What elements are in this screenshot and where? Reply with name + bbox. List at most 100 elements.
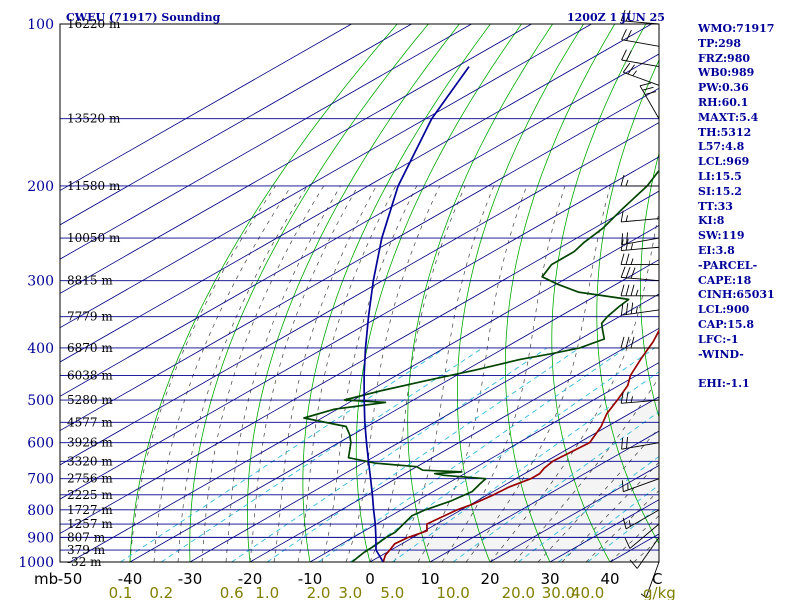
- wind-barb-feather: [621, 29, 627, 40]
- height-label: 6038 m: [67, 368, 113, 382]
- wind-barb-feather: [625, 253, 630, 265]
- wind-barb-feather: [630, 302, 634, 314]
- height-label: 379 m: [67, 543, 106, 557]
- moist-adiabat-line: [345, 185, 441, 562]
- index-item: WMO:71917: [698, 22, 775, 35]
- index-item: TT:33: [698, 199, 733, 213]
- wind-barb-feather: [627, 64, 635, 75]
- isotherm-line: [189, 293, 659, 562]
- index-item: SI:15.2: [698, 184, 742, 198]
- pressure-tick-labels: 100 200 300 400 500 600 700 800 900 1000: [18, 17, 54, 571]
- wind-barb: [620, 266, 660, 282]
- wind-barb-feather: [626, 232, 628, 244]
- wind-barb-half-feather: [625, 215, 629, 222]
- wind-barb-staff: [621, 442, 660, 450]
- wind-barb: [621, 29, 660, 47]
- temperature-tick-label: -30: [178, 570, 203, 588]
- wind-barb-feather: [620, 9, 626, 21]
- temperature-tick-label: 10: [420, 570, 439, 588]
- height-label: 7779 m: [67, 310, 113, 324]
- isotherm-line: [60, 24, 412, 226]
- index-item: -WIND-: [698, 347, 744, 361]
- pressure-unit-label: mb: [34, 570, 58, 588]
- isotherm-line: [309, 362, 659, 562]
- wind-barb-staff: [621, 246, 660, 252]
- wind-barb: [621, 232, 660, 246]
- isotherm-line: [60, 122, 659, 466]
- height-label: 13520 m: [67, 112, 121, 126]
- index-item: LFC:-1: [698, 332, 739, 346]
- wind-barb-staff: [636, 537, 660, 569]
- wind-barb-feather: [621, 480, 624, 492]
- mixing-ratio-tick-label: 0.2: [149, 584, 173, 600]
- wind-barb-feather: [622, 62, 631, 73]
- wind-barb-staff: [621, 276, 660, 282]
- isotherm-line: [60, 24, 472, 260]
- wind-barb-feather: [630, 336, 635, 349]
- wind-barbs: [620, 9, 660, 599]
- mixing-ratio-tick-label: 40.0: [571, 584, 604, 600]
- wind-barb-staff: [621, 399, 660, 404]
- wind-barb-feather: [620, 336, 625, 349]
- moist-adiabat-line: [369, 185, 466, 562]
- isotherm-line: [489, 464, 659, 562]
- isotherm-line: [129, 259, 659, 562]
- isotherm-line: [369, 396, 659, 562]
- wind-barb-feather: [620, 210, 624, 223]
- temperature-tick-label: -10: [298, 570, 323, 588]
- isotherm-line: [60, 190, 659, 534]
- temperature-tick-label: 0: [365, 570, 375, 588]
- wind-barb-staff: [623, 478, 660, 493]
- temperature-tick-label: -50: [58, 570, 83, 588]
- wind-barb-feather: [642, 86, 654, 91]
- wind-barb-feather: [620, 284, 625, 296]
- wind-barb-half-feather: [625, 179, 629, 187]
- wind-barb-half-feather: [630, 396, 634, 403]
- index-item: RH:60.1: [698, 95, 749, 109]
- index-item: WB0:989: [698, 66, 755, 80]
- height-label: 4577 m: [67, 415, 113, 429]
- index-item: -PARCEL-: [698, 258, 758, 272]
- warm-shading-area: [370, 24, 659, 562]
- mixing-ratio-unit-label: g/kg: [643, 584, 676, 600]
- index-item: TP:298: [698, 36, 742, 50]
- index-item: KI:8: [698, 214, 725, 228]
- wind-barb-feather: [620, 303, 624, 316]
- pressure-tick-label: 300: [27, 274, 54, 290]
- wind-barb-feather: [644, 91, 657, 95]
- wind-barb-half-feather: [630, 243, 634, 250]
- isotherm-line: [60, 156, 659, 500]
- plot-frame: [59, 23, 660, 563]
- height-label: 5280 m: [67, 393, 113, 407]
- wind-barb: [620, 9, 660, 25]
- height-label: 807 m: [67, 530, 106, 544]
- wind-barb-feather: [625, 336, 630, 349]
- wind-barb-half-feather: [630, 258, 634, 265]
- isotherm-line: [69, 224, 659, 562]
- pressure-tick-label: 800: [27, 503, 54, 519]
- height-label: 16220 m: [67, 17, 121, 31]
- moist-adiabat-line: [537, 427, 659, 562]
- height-label: 10050 m: [67, 231, 121, 245]
- wind-barb-staff: [621, 20, 660, 25]
- mixing-ratio-tick-label: 3.0: [338, 584, 362, 600]
- mixing-ratio-tick-labels: 0.1 0.2 0.6 1.0 2.0 3.0 5.0 10.0 20.0 30.040.0: [109, 584, 605, 600]
- isobars: [60, 24, 659, 562]
- wind-barb-staff: [621, 39, 660, 47]
- temperature-tick-label: 20: [480, 570, 499, 588]
- isotherm-line: [429, 430, 659, 562]
- moist-adiabat-line: [585, 490, 659, 562]
- wind-barb: [629, 537, 660, 569]
- isotherm-line: [60, 87, 659, 432]
- dewpoint-trace: [303, 169, 659, 562]
- height-label: 2756 m: [67, 472, 113, 486]
- temperature-tick-label: -40: [118, 570, 143, 588]
- mixing-ratio-tick-label: 1.0: [255, 584, 279, 600]
- height-label: 3926 m: [67, 436, 113, 450]
- temperature-trace: [382, 328, 659, 562]
- wind-barb-feather: [624, 537, 631, 549]
- wind-barb: [640, 561, 660, 599]
- height-label: 3320 m: [67, 454, 113, 468]
- wind-barb-half-feather: [632, 70, 637, 77]
- wind-barb-staff: [621, 237, 660, 246]
